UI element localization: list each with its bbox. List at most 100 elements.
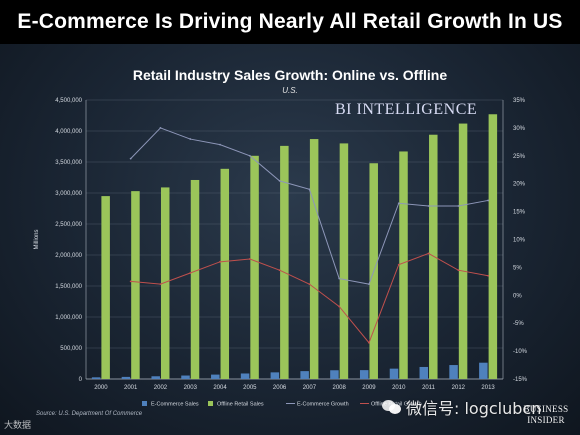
- ecommerce-growth-line-point: [457, 205, 460, 207]
- headline: E-Commerce Is Driving Nearly All Retail …: [0, 0, 580, 44]
- y-tick-label: 500,000: [60, 346, 82, 352]
- y2-tick-label: 5%: [513, 265, 522, 271]
- x-tick-label: 2004: [213, 385, 227, 391]
- ecommerce-sales-bar: [330, 370, 339, 379]
- legend-label: E-Commerce Sales: [151, 402, 199, 408]
- ecommerce-growth-line-point: [189, 138, 192, 140]
- offline-sales-bar: [458, 123, 468, 379]
- offline-growth-line-point: [159, 283, 162, 286]
- legend-label: Offline Retail Sales: [217, 402, 264, 408]
- ecommerce-growth-line-point: [487, 199, 490, 202]
- ecommerce-sales-bar: [419, 366, 429, 379]
- x-tick-label: 2011: [422, 385, 436, 391]
- ecommerce-sales-bar: [300, 371, 309, 379]
- y2-tick-label: -5%: [513, 321, 524, 327]
- x-tick-label: 2009: [362, 385, 376, 391]
- x-tick-label: 2001: [124, 385, 138, 391]
- y-tick-label: 4,500,000: [55, 98, 82, 104]
- offline-growth-line-point: [397, 263, 400, 266]
- business-insider-logo: BUSINESS INSIDER: [516, 404, 576, 426]
- offline-sales-bar: [280, 145, 289, 379]
- ecommerce-sales-bar: [449, 365, 458, 379]
- wechat-watermark: 微信号: logclubcn: [382, 395, 541, 419]
- offline-sales-bar: [220, 168, 230, 379]
- chart-title: Retail Industry Sales Growth: Online vs.…: [132, 67, 448, 83]
- y2-tick-label: 25%: [513, 154, 526, 160]
- x-tick-label: 2013: [481, 385, 495, 391]
- ecommerce-sales-bar: [181, 375, 190, 379]
- y-tick-label: 3,500,000: [55, 160, 82, 166]
- x-tick-label: 2003: [184, 385, 198, 391]
- offline-sales-bar: [488, 114, 498, 379]
- offline-growth-line-point: [308, 283, 311, 286]
- x-tick-label: 2002: [154, 385, 168, 391]
- offline-sales-bar: [101, 196, 110, 379]
- ecommerce-growth-line-point: [368, 283, 370, 286]
- chart-subtitle: U.S.: [282, 86, 298, 95]
- ecommerce-sales-bar: [359, 370, 369, 379]
- x-tick-label: 2008: [332, 385, 346, 391]
- offline-sales-bar: [429, 134, 438, 379]
- wechat-id-text: 微信号: logclubcn: [406, 399, 542, 418]
- ecommerce-sales-bar: [91, 377, 101, 379]
- ecommerce-growth-line-point: [248, 154, 251, 157]
- offline-growth-line-point: [248, 258, 251, 260]
- ecommerce-sales-bar: [211, 374, 220, 379]
- corner-logo: 大数据: [4, 420, 32, 430]
- legend-label: E-Commerce Growth: [297, 402, 349, 408]
- x-tick-label: 2000: [94, 385, 108, 391]
- offline-sales-bar: [190, 179, 200, 379]
- offline-growth-line-point: [368, 341, 370, 344]
- offline-growth-line-point: [129, 280, 132, 283]
- y-tick-label: 2,500,000: [55, 222, 82, 228]
- x-tick-label: 2005: [243, 385, 257, 391]
- y-tick-label: 4,000,000: [55, 129, 82, 135]
- offline-growth-line-point: [219, 260, 221, 263]
- offline-sales-bar: [250, 155, 259, 379]
- offline-sales-bar: [131, 191, 140, 379]
- ecommerce-sales-bar: [479, 362, 488, 379]
- ecommerce-sales-bar: [240, 373, 250, 379]
- ecommerce-growth-line-point: [159, 127, 162, 129]
- logo-line-1: BUSINESS: [523, 404, 569, 414]
- legend-swatch: [208, 401, 213, 406]
- y2-tick-label: 0%: [513, 293, 522, 299]
- y-tick-label: 1,000,000: [55, 315, 82, 321]
- ecommerce-growth-line-point: [278, 180, 281, 182]
- x-tick-label: 2006: [273, 385, 287, 391]
- offline-sales-bar: [309, 139, 319, 379]
- offline-growth-line-point: [278, 269, 281, 272]
- source-note: Source: U.S. Department Of Commerce: [36, 411, 143, 417]
- offline-sales-bar: [160, 187, 170, 379]
- ecommerce-growth-line-point: [219, 143, 221, 146]
- logo-line-2: INSIDER: [527, 415, 565, 425]
- y-tick-label: 3,000,000: [55, 191, 82, 197]
- bi-intelligence-watermark: BI INTELLIGENCE: [335, 101, 478, 118]
- ecommerce-growth-line-point: [308, 188, 311, 191]
- offline-growth-line-point: [338, 305, 341, 308]
- legend-swatch: [142, 401, 147, 406]
- y-tick-label: 2,000,000: [55, 253, 82, 259]
- ecommerce-growth-line-point: [129, 157, 132, 160]
- offline-growth-line-point: [457, 269, 460, 272]
- offline-growth-line-point: [487, 274, 490, 277]
- offline-growth-line-point: [189, 272, 192, 274]
- ecommerce-sales-bar: [121, 376, 131, 379]
- y-tick-label: 1,500,000: [55, 284, 82, 290]
- ecommerce-growth-line-point: [338, 277, 341, 280]
- x-tick-label: 2012: [452, 385, 466, 391]
- offline-sales-bar: [339, 143, 349, 379]
- y2-tick-label: 10%: [513, 238, 526, 244]
- wechat-icon: [382, 399, 402, 415]
- y2-tick-label: 20%: [513, 182, 526, 188]
- y2-tick-label: 15%: [513, 210, 526, 216]
- x-tick-label: 2010: [392, 385, 406, 391]
- y2-tick-label: 30%: [513, 126, 526, 132]
- ecommerce-sales-bar: [151, 376, 160, 379]
- y2-tick-label: -10%: [513, 349, 528, 355]
- y2-tick-label: 35%: [513, 98, 526, 104]
- y-tick-label: 0: [79, 377, 83, 383]
- ecommerce-sales-bar: [270, 372, 280, 379]
- y2-tick-label: -15%: [513, 377, 528, 383]
